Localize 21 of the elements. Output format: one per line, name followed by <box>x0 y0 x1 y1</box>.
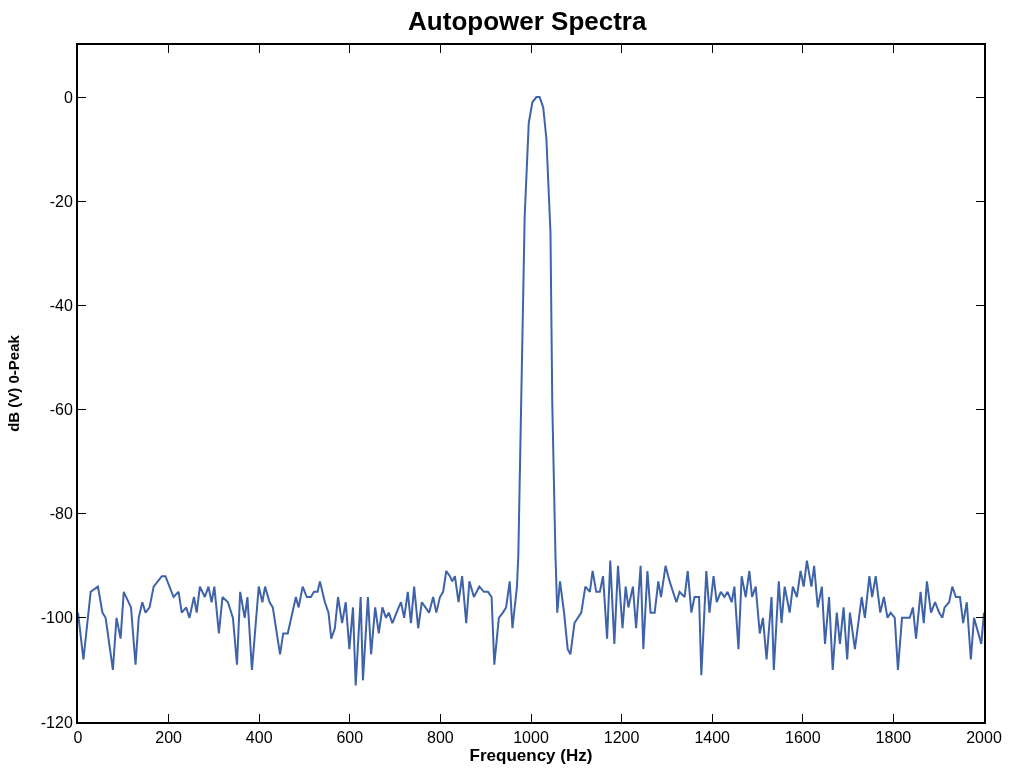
x-tick-label: 1200 <box>603 729 640 747</box>
x-tick-label: 600 <box>336 729 364 747</box>
x-tick-label: 400 <box>245 729 273 747</box>
chart-title: Autopower Spectra <box>408 5 647 36</box>
y-tick-label: -80 <box>49 505 73 523</box>
x-tick-label: 1800 <box>875 729 912 747</box>
x-tick-label: 2000 <box>966 729 1002 747</box>
x-tick-label: 1400 <box>694 729 731 747</box>
y-tick-label: -120 <box>40 713 73 731</box>
y-tick-label: -40 <box>49 296 73 314</box>
x-axis-title: Frequency (Hz) <box>469 746 593 766</box>
x-tick-label: 200 <box>155 729 183 747</box>
y-tick-label: 0 <box>63 88 73 106</box>
y-tick-label: -100 <box>40 609 73 627</box>
y-tick-label: -20 <box>49 192 73 210</box>
y-axis-title: dB (V) 0-Peak <box>4 334 22 432</box>
x-tick-label: 1600 <box>785 729 821 747</box>
y-tick-label: -60 <box>49 401 73 419</box>
line-series <box>78 96 984 687</box>
x-tick-label: 1000 <box>513 729 549 747</box>
x-tick-label: 800 <box>427 729 454 747</box>
